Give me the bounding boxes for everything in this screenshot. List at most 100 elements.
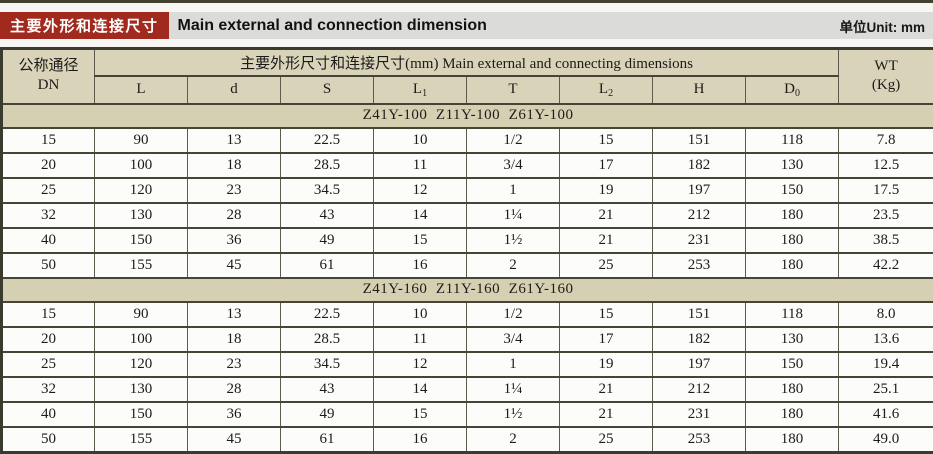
col-label-subscript: 0 [795,88,800,99]
table-cell: 253 [653,253,746,278]
col-label-subscript: 2 [608,88,613,99]
wt-header-line1: WT [839,57,933,77]
table-cell: 130 [746,327,839,352]
table-cell: 130 [95,203,188,228]
table-cell: 150 [746,178,839,203]
table-cell: 13 [188,128,281,153]
table-cell: 43 [281,377,374,402]
col-header-s: S [281,76,374,104]
col-header-wt: WT (Kg) [839,49,933,104]
table-cell: 21 [560,377,653,402]
table-cell: 197 [653,352,746,377]
table-cell: 20 [2,327,95,352]
table-cell: 21 [560,203,653,228]
section-label-cn: 主要外形和连接尺寸 [0,12,169,39]
table-cell: 130 [746,153,839,178]
table-cell: 231 [653,402,746,427]
table-cell: 180 [746,228,839,253]
table-cell: 197 [653,178,746,203]
table-cell: 11 [374,327,467,352]
unit-label: 单位Unit: mm [840,12,933,39]
table-cell: 17 [560,153,653,178]
table-cell: 49 [281,228,374,253]
table-cell: 45 [188,253,281,278]
table-cell: 43 [281,203,374,228]
table-cell: 182 [653,153,746,178]
col-label: D [784,81,795,97]
table-cell: 1/2 [467,302,560,327]
col-header-d0: D0 [746,76,839,104]
table-cell: 1½ [467,228,560,253]
table-cell: 40 [2,402,95,427]
table-cell: 155 [95,427,188,453]
table-cell: 15 [374,402,467,427]
table-cell: 15 [2,128,95,153]
table-cell: 18 [188,153,281,178]
table-cell: 14 [374,203,467,228]
col-header-h: H [653,76,746,104]
table-cell: 120 [95,352,188,377]
table-cell: 180 [746,377,839,402]
table-cell: 61 [281,253,374,278]
page-top-rule [0,0,933,3]
table-cell: 25.1 [839,377,933,402]
table-cell: 38.5 [839,228,933,253]
table-cell: 90 [95,302,188,327]
col-label: S [323,81,331,97]
table-cell: 36 [188,228,281,253]
group-header-row: Z41Y-100 Z11Y-100 Z61Y-100 [2,104,933,128]
table-cell: 32 [2,377,95,402]
table-cell: 19 [560,352,653,377]
table-cell: 118 [746,128,839,153]
table-cell: 1 [467,352,560,377]
dimensions-table: 公称通径 DN 主要外形尺寸和连接尺寸(mm) Main external an… [0,47,933,454]
table-cell: 34.5 [281,178,374,203]
table-cell: 1 [467,178,560,203]
table-cell: 7.8 [839,128,933,153]
table-cell: 150 [746,352,839,377]
table-cell: 34.5 [281,352,374,377]
col-label-subscript: 1 [422,88,427,99]
table-cell: 18 [188,327,281,352]
col-header-l2: L2 [560,76,653,104]
table-cell: 151 [653,302,746,327]
col-header-d: d [188,76,281,104]
table-cell: 3/4 [467,327,560,352]
table-cell: 11 [374,153,467,178]
table-cell: 16 [374,253,467,278]
table-cell: 151 [653,128,746,153]
dn-header-cn: 公称通径 [3,57,94,77]
table-cell: 49.0 [839,427,933,453]
table-cell: 12 [374,352,467,377]
table-cell: 28 [188,203,281,228]
table-cell: 130 [95,377,188,402]
table-cell: 49 [281,402,374,427]
table-cell: 23 [188,352,281,377]
table-cell: 180 [746,253,839,278]
table-cell: 17 [560,327,653,352]
table-cell: 21 [560,402,653,427]
table-cell: 12 [374,178,467,203]
table-cell: 61 [281,427,374,453]
table-cell: 25 [2,178,95,203]
col-label: L [136,81,145,97]
table-cell: 17.5 [839,178,933,203]
table-cell: 12.5 [839,153,933,178]
col-label: L [599,81,608,97]
table-cell: 150 [95,228,188,253]
table-cell: 23.5 [839,203,933,228]
table-cell: 25 [2,352,95,377]
table-cell: 42.2 [839,253,933,278]
table-cell: 100 [95,327,188,352]
table-cell: 14 [374,377,467,402]
table-cell: 25 [560,253,653,278]
col-header-l1: L1 [374,76,467,104]
col-header-dn: 公称通径 DN [2,49,95,104]
